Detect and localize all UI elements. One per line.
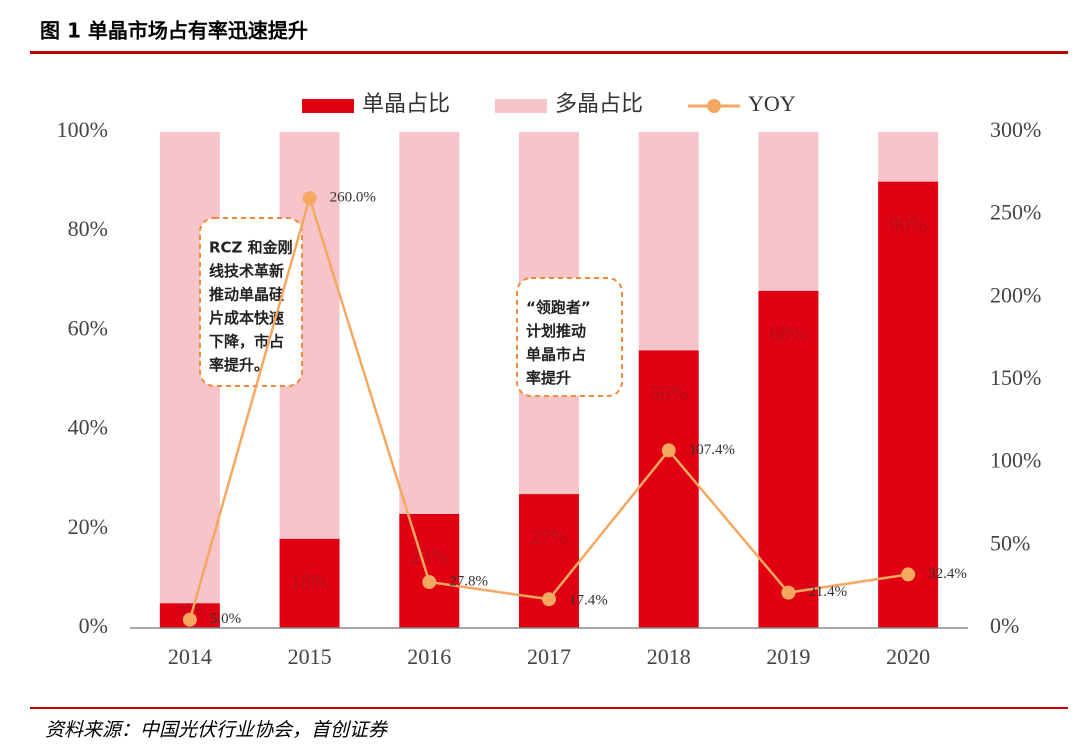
line-value-label: 5.0% [210,611,241,627]
annotation-box [199,217,303,387]
annotation-text: 推动单晶硅 [209,286,284,304]
line-value-label: 27.8% [449,573,488,589]
chart-title: 图 1 单晶市场占有率迅速提升 [40,19,308,43]
y2-tick-label: 250% [990,200,1041,225]
line-point [302,191,317,206]
x-tick-label: 2019 [766,644,810,669]
y-tick-label: 20% [68,514,108,539]
bar-value-label: 27% [530,525,569,549]
bar [638,132,699,351]
line-value-label: 17.4% [569,593,608,609]
line-value-label: 260.0% [330,190,376,206]
bar [399,513,460,628]
line-value-label: 107.4% [689,442,735,458]
y-tick-label: 0% [79,613,108,638]
y2-tick-label: 150% [990,365,1041,390]
line-point [781,585,796,600]
line-point [422,575,437,590]
bar [878,181,939,628]
legend-label: 单晶占比 [362,91,450,116]
line-point [542,592,556,607]
bar [279,538,340,628]
bar-value-label: 68% [769,322,808,346]
bar [638,350,699,628]
bar [758,132,819,291]
annotation-text: 率提升 [526,369,571,387]
source-rule [30,707,1068,709]
line-value-label: 21.4% [808,584,847,600]
annotation-text: 片成本快速 [209,309,284,327]
x-tick-label: 2020 [886,644,930,669]
line-point [901,567,916,582]
y2-tick-label: 300% [990,117,1041,142]
y2-tick-label: 0% [990,613,1019,638]
annotation-text: 下降，市占 [209,333,284,351]
x-tick-label: 2018 [647,644,691,669]
line-point [182,612,197,627]
x-tick-label: 2015 [288,644,332,669]
legend-label: YOY [748,91,796,116]
title-rule [30,51,1068,54]
bar-value-label: 56% [649,381,688,405]
legend-swatch [495,99,548,113]
legend-label: 多晶占比 [555,91,643,116]
y-tick-label: 100% [57,117,108,142]
annotation-box [516,277,623,397]
x-tick-label: 2014 [168,644,212,669]
annotation-text: “领跑者” [526,299,591,317]
bar [758,290,819,628]
annotation-text: 计划推动 [526,322,586,340]
y-tick-label: 80% [68,216,108,241]
bar-value-label: 18% [290,570,329,594]
legend-swatch [302,99,354,113]
annotation-text: RCZ 和金刚 [209,239,293,257]
line-point [661,443,676,458]
legend-swatch [707,99,722,113]
y-tick-label: 60% [68,315,108,340]
source: 资料来源：中国光伏行业协会，首创证券 [45,719,389,741]
annotation-text: 线技术革新 [209,262,284,280]
y2-tick-label: 50% [990,530,1030,555]
y2-tick-label: 200% [990,282,1041,307]
annotation-text: 率提升。 [209,356,269,374]
bar-value-label: 90% [889,212,928,236]
y-tick-label: 40% [68,415,108,440]
y2-tick-label: 100% [990,448,1041,473]
x-tick-label: 2017 [527,644,571,669]
bar [399,132,460,514]
line-value-label: 32.4% [928,566,967,582]
bar [878,132,939,182]
annotation-text: 单晶市占 [526,346,586,364]
x-tick-label: 2016 [407,644,451,669]
bar-value-label: 23% [410,545,449,569]
